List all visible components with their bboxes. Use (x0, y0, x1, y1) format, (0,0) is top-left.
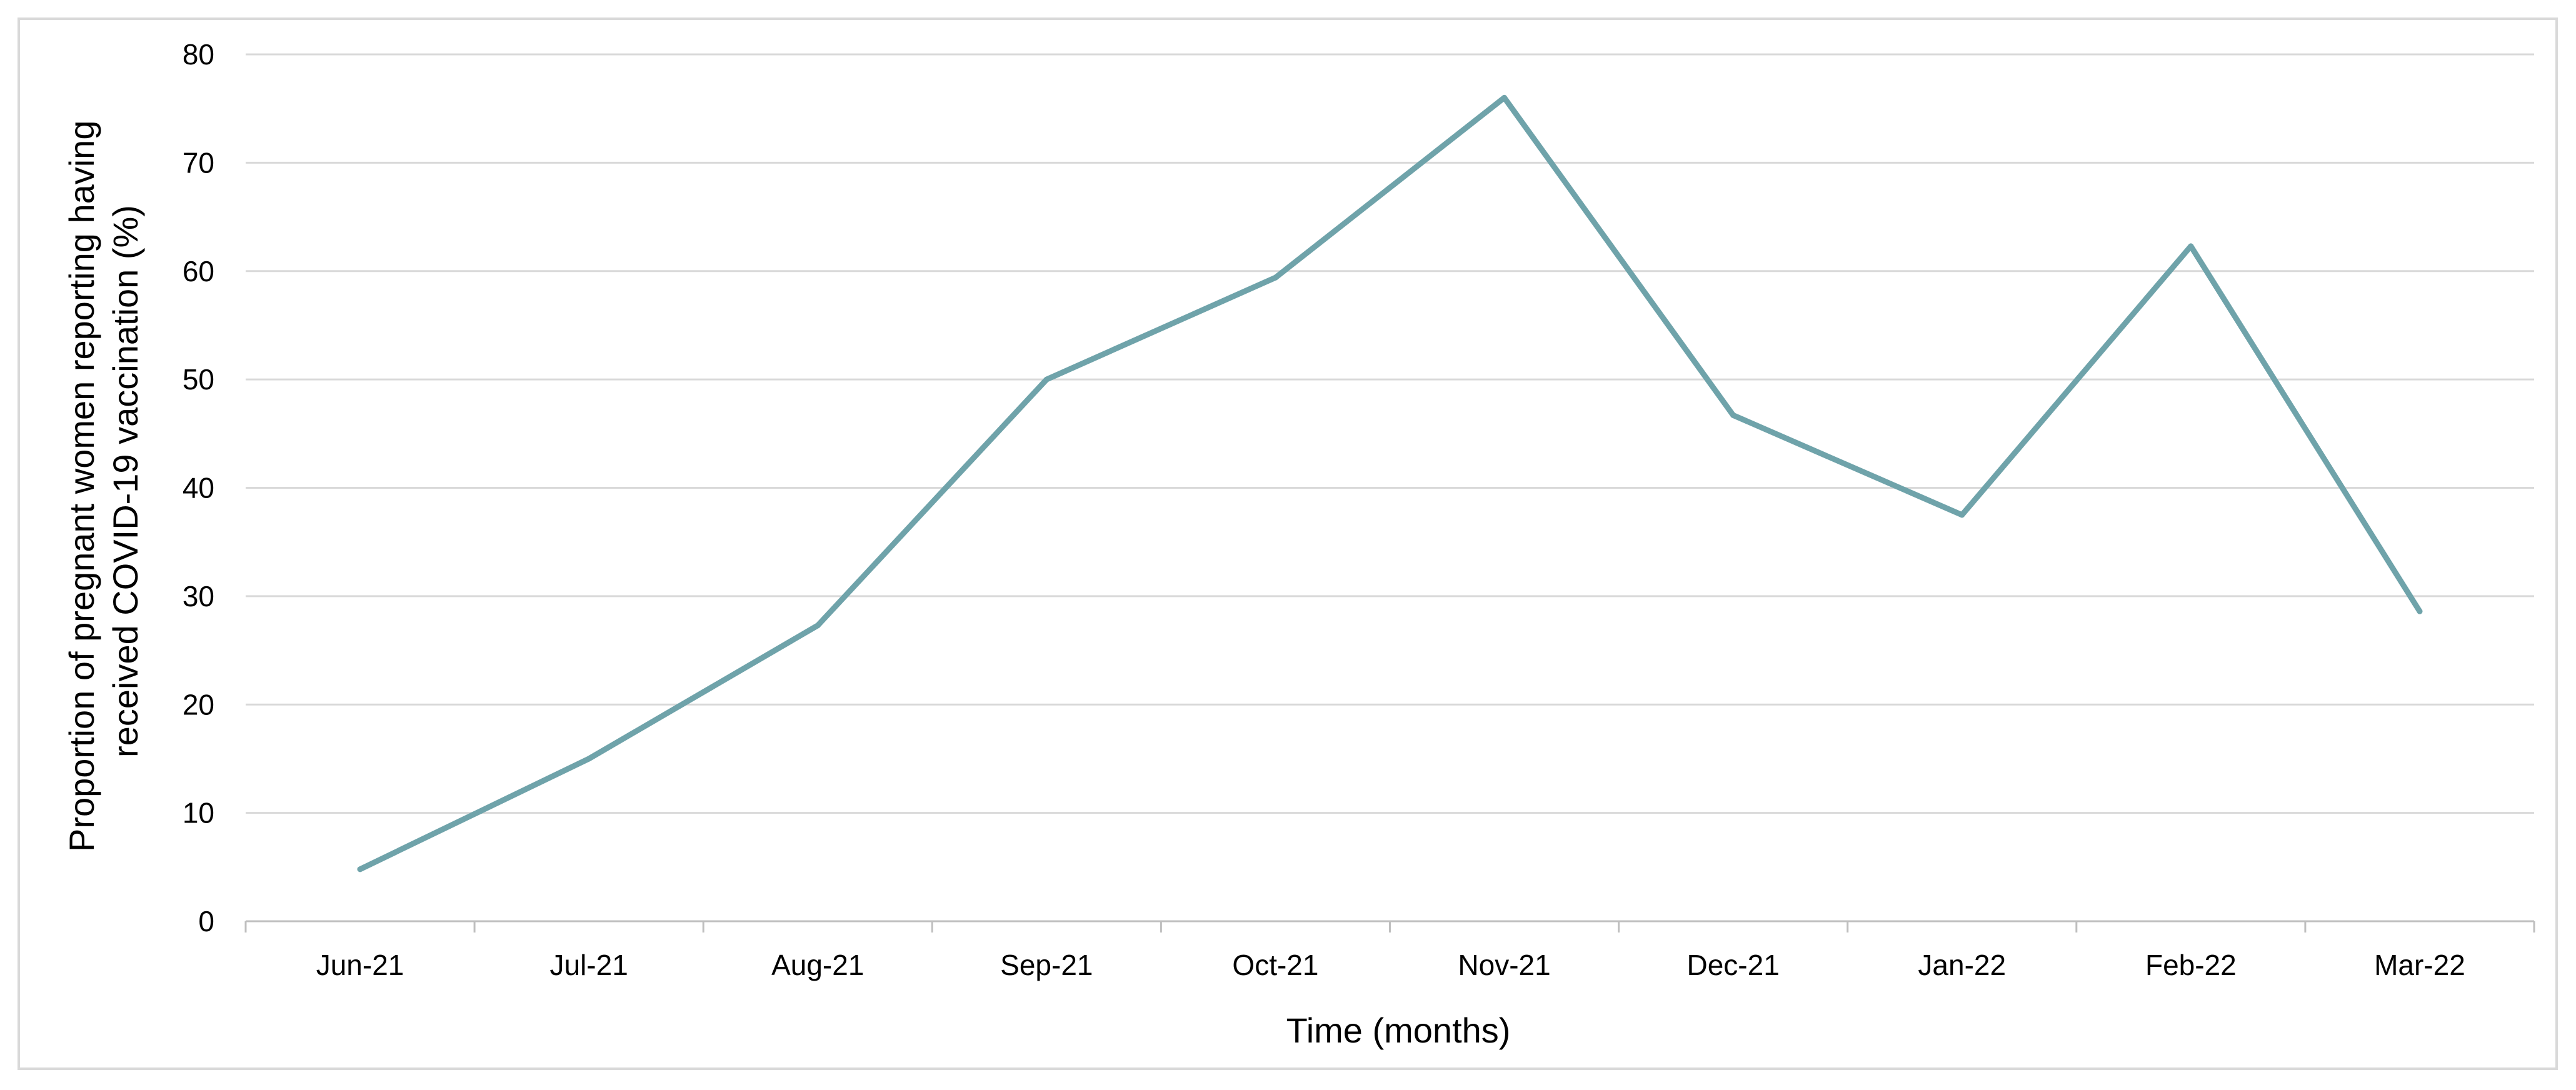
x-tick-label: Nov-21 (1458, 949, 1550, 981)
y-axis-title-line-2: received COVID-19 vaccination (%) (106, 205, 145, 758)
data-point (1959, 512, 1965, 518)
y-tick-label: 10 (183, 797, 214, 829)
gridlines (246, 53, 2534, 814)
data-point (814, 622, 821, 629)
data-point (1043, 376, 1050, 382)
y-tick-label: 40 (183, 472, 214, 504)
y-axis-tick-labels: 0 10 20 30 40 50 60 70 80 (183, 38, 214, 938)
x-tick-label: Mar-22 (2374, 949, 2465, 981)
data-point (586, 756, 592, 762)
chart-border (18, 18, 2558, 1070)
data-point (1501, 94, 1508, 101)
y-tick-label: 0 (198, 905, 214, 938)
y-tick-label: 30 (183, 580, 214, 612)
data-point (1730, 412, 1737, 418)
x-tick-label: Aug-21 (771, 949, 864, 981)
data-point (2188, 243, 2194, 249)
series-layer (357, 94, 2423, 872)
x-axis (244, 920, 2535, 932)
x-axis-tick-labels: Jun-21 Jul-21 Aug-21 Sep-21 Oct-21 Nov-21 Dec-… (316, 949, 2465, 981)
y-tick-label: 20 (183, 688, 214, 721)
series-line (357, 94, 2423, 872)
y-tick-label: 80 (183, 38, 214, 71)
x-tick-label: Jul-21 (550, 949, 628, 981)
y-tick-label: 70 (183, 146, 214, 179)
y-axis-title-line-1: Proportion of pregnant women reporting h… (62, 121, 101, 852)
data-point (2417, 608, 2423, 614)
x-tick-label: Dec-21 (1687, 949, 1780, 981)
y-tick-label: 60 (183, 255, 214, 288)
data-point (1272, 274, 1278, 281)
y-tick-label: 50 (183, 363, 214, 396)
x-tick-label: Feb-22 (2145, 949, 2237, 981)
x-tick-label: Oct-21 (1232, 949, 1318, 981)
x-axis-title: Time (months) (1286, 1011, 1511, 1050)
x-tick-label: Jun-21 (316, 949, 404, 981)
x-tick-label: Jan-22 (1918, 949, 2006, 981)
x-tick-label: Sep-21 (1000, 949, 1093, 981)
y-axis-title: Proportion of pregnant women reporting h… (62, 111, 145, 852)
data-point (357, 866, 363, 872)
